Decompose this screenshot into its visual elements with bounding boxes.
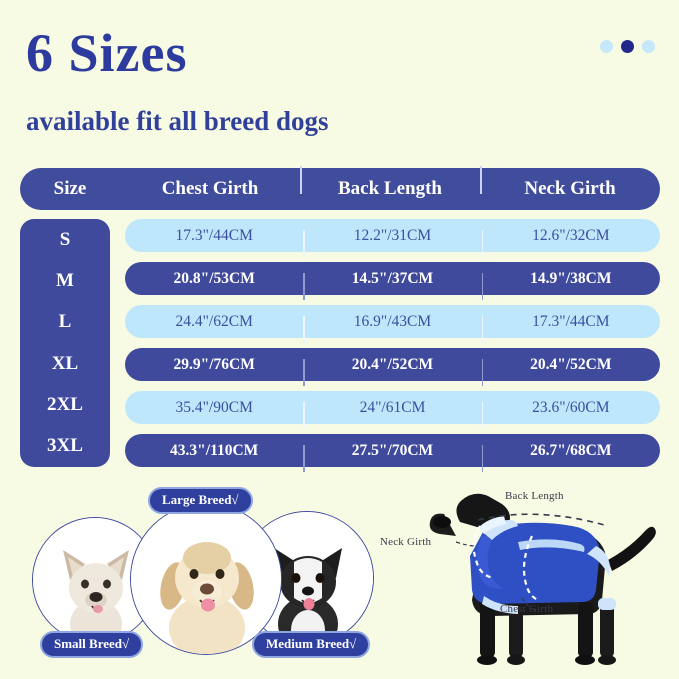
column-header-size: Size — [53, 178, 87, 199]
dot-navy-center-icon — [621, 40, 634, 53]
page-subtitle: available fit all breed dogs — [26, 106, 329, 136]
table-row: 29.9"/76CM 20.4"/52CM 20.4"/52CM — [125, 348, 660, 386]
cell-neck-girth: 26.7"/68CM — [481, 442, 660, 472]
size-table: Size Chest Girth Back Length Neck Girth … — [20, 166, 660, 472]
column-header-back-length: Back Length — [300, 166, 480, 200]
cell-chest-girth: 35.4"/90CM — [175, 398, 253, 416]
size-column: S M L XL 2XL 3XL — [20, 219, 110, 467]
small-breed-label: Small Breed√ — [40, 631, 144, 658]
cell-chest-girth: 17.3"/44CM — [175, 226, 253, 244]
breed-examples — [28, 495, 374, 660]
size-cell-m: M — [56, 269, 74, 291]
cell-back-length: 24"/61CM — [303, 399, 481, 429]
table-row: 43.3"/110CM 27.5"/70CM 26.7"/68CM — [125, 434, 660, 472]
back-length-guide — [477, 513, 609, 527]
cell-neck-girth: 12.6"/32CM — [481, 227, 660, 257]
large-breed-label: Large Breed√ — [148, 487, 253, 514]
dot-light-left-icon — [600, 40, 613, 53]
cell-neck-girth: 20.4"/52CM — [481, 356, 660, 386]
column-header-neck-girth: Neck Girth — [480, 166, 660, 200]
cell-back-length: 20.4"/52CM — [303, 356, 481, 386]
chest-girth-measurement-label: Chest Girth — [500, 603, 554, 615]
size-cell-xl: XL — [51, 352, 79, 374]
measurement-rows: 17.3"/44CM 12.2"/31CM 12.6"/32CM 20.8"/5… — [125, 219, 660, 472]
decorative-dots — [600, 40, 655, 53]
table-row: 35.4"/90CM 24"/61CM 23.6"/60CM — [125, 391, 660, 429]
column-header-chest-girth: Chest Girth — [161, 178, 259, 199]
chest-girth-guide — [522, 535, 539, 602]
cell-neck-girth: 14.9"/38CM — [481, 270, 660, 300]
table-row: 20.8"/53CM 14.5"/37CM 14.9"/38CM — [125, 262, 660, 300]
size-cell-2xl: 2XL — [47, 393, 83, 415]
cell-neck-girth: 23.6"/60CM — [481, 399, 660, 429]
table-header-row: Size Chest Girth Back Length Neck Girth — [20, 166, 660, 210]
cell-chest-girth: 29.9"/76CM — [173, 355, 255, 373]
cell-back-length: 27.5"/70CM — [303, 442, 481, 472]
dog-in-recovery-suit-illustration — [429, 493, 656, 665]
size-cell-3xl: 3XL — [47, 435, 83, 457]
dot-light-right-icon — [642, 40, 655, 53]
dog-measurement-diagram: Back Length Neck Girth Chest Girth — [372, 470, 672, 670]
small-breed-photo — [32, 517, 158, 643]
cell-chest-girth: 24.4"/62CM — [175, 312, 253, 330]
table-row: 17.3"/44CM 12.2"/31CM 12.6"/32CM — [125, 219, 660, 257]
back-length-measurement-label: Back Length — [505, 490, 564, 502]
size-cell-s: S — [59, 228, 71, 250]
neck-girth-guide — [472, 525, 495, 580]
large-breed-photo — [130, 503, 282, 655]
cell-back-length: 16.9"/43CM — [303, 313, 481, 343]
cell-neck-girth: 17.3"/44CM — [481, 313, 660, 343]
medium-breed-label: Medium Breed√ — [252, 631, 371, 658]
size-cell-l: L — [58, 311, 72, 333]
cell-back-length: 12.2"/31CM — [303, 227, 481, 257]
table-row: 24.4"/62CM 16.9"/43CM 17.3"/44CM — [125, 305, 660, 343]
cell-chest-girth: 20.8"/53CM — [173, 269, 255, 287]
page-title: 6 Sizes — [26, 23, 188, 83]
table-body: S M L XL 2XL 3XL 17.3"/44CM 12.2"/31CM 1… — [20, 219, 660, 472]
cell-chest-girth: 43.3"/110CM — [170, 441, 259, 459]
cell-back-length: 14.5"/37CM — [303, 270, 481, 300]
neck-girth-measurement-label: Neck Girth — [380, 536, 432, 548]
